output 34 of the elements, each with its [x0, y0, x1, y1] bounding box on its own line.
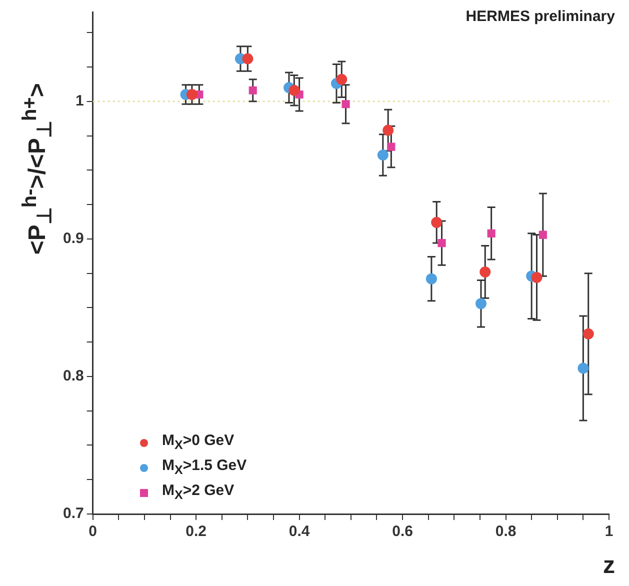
- point: [578, 362, 589, 374]
- legend-label: M$_{X}$>2 GeV: [162, 481, 234, 504]
- legend-label: M$_{X}$>1.5 GeV: [162, 456, 247, 479]
- legend-label: M$_{X}$>0 GeV: [162, 431, 234, 454]
- y-tick-label: 1: [76, 92, 84, 110]
- point: [487, 229, 496, 238]
- y-tick-label: 0.8: [62, 368, 84, 385]
- point: [248, 86, 257, 94]
- x-tick-label: 0.6: [392, 523, 413, 540]
- x-tick-label: 1: [604, 523, 614, 540]
- point: [475, 298, 486, 310]
- point: [242, 53, 254, 64]
- point: [438, 239, 446, 248]
- point: [342, 100, 350, 108]
- x-tick-label: 0.4: [288, 523, 310, 540]
- point: [382, 124, 394, 136]
- point: [431, 216, 442, 228]
- point: [186, 89, 198, 100]
- y-tick-label: 0.9: [62, 230, 84, 248]
- point: [538, 230, 547, 239]
- x-tick-label: 0.2: [186, 523, 207, 540]
- point: [582, 328, 594, 340]
- y-tick-label: 0.7: [62, 505, 84, 522]
- point: [336, 74, 348, 85]
- point: [387, 142, 396, 151]
- point: [480, 266, 491, 278]
- point: [531, 272, 542, 283]
- point: [377, 150, 388, 161]
- x-tick-label: 0.8: [495, 523, 516, 540]
- point: [426, 273, 437, 284]
- annotation: HERMES preliminary: [466, 8, 615, 25]
- x-tick-label: 0: [88, 523, 98, 540]
- point: [288, 84, 300, 96]
- x-axis-title: z: [603, 552, 615, 580]
